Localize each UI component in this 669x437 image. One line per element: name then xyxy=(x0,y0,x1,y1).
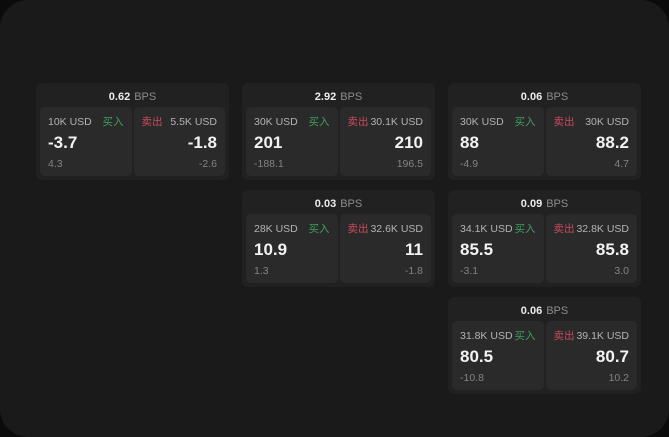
bps-value: 0.03 xyxy=(314,198,337,210)
buy-sell-panels: 31.8K USD 买入 80.5 -10.8 卖出 39.1K USD 80.… xyxy=(452,321,637,390)
quote-card: 0.03 BPS 28K USD 买入 10.9 1.3 卖出 32.6K US… xyxy=(242,190,435,287)
bps-value: 0.06 xyxy=(520,91,543,103)
buy-sub-value: 4.3 xyxy=(48,158,63,170)
sell-sub-value: 4.7 xyxy=(614,158,629,170)
buy-amount: 28K USD xyxy=(254,222,298,235)
buy-label: 买入 xyxy=(308,223,330,235)
sell-label: 卖出 xyxy=(347,223,369,235)
sell-sub-value: -2.6 xyxy=(198,158,217,170)
buy-sub-value: -188.1 xyxy=(254,158,284,170)
card-header: 0.09 BPS xyxy=(452,194,637,214)
sell-panel[interactable]: 卖出 32.6K USD 11 -1.8 xyxy=(339,214,431,283)
card-header: 0.62 BPS xyxy=(40,87,225,107)
bps-value: 0.06 xyxy=(520,305,543,317)
sell-amount: 39.1K USD xyxy=(576,329,629,342)
sell-amount: 32.8K USD xyxy=(576,222,629,235)
sell-amount: 30K USD xyxy=(585,115,629,128)
buy-sell-panels: 34.1K USD 买入 85.5 -3.1 卖出 32.8K USD 85.8… xyxy=(452,214,637,283)
buy-sell-panels: 10K USD 买入 -3.7 4.3 卖出 5.5K USD -1.8 -2.… xyxy=(40,107,225,176)
sell-label: 卖出 xyxy=(553,116,575,128)
buy-price: 80.5 xyxy=(460,347,494,367)
buy-panel[interactable]: 30K USD 买入 88 -4.9 xyxy=(452,107,544,176)
sell-amount: 30.1K USD xyxy=(370,115,423,128)
bps-value: 0.09 xyxy=(520,198,543,210)
sell-price: 210 xyxy=(394,133,423,153)
sell-panel[interactable]: 卖出 39.1K USD 80.7 10.2 xyxy=(545,321,637,390)
buy-sub-value: -10.8 xyxy=(460,372,484,384)
sell-sub-value: 196.5 xyxy=(396,158,423,170)
sell-price: 80.7 xyxy=(595,347,629,367)
bps-unit-label: BPS xyxy=(340,91,363,103)
bps-value: 0.62 xyxy=(108,91,131,103)
bps-unit-label: BPS xyxy=(546,198,569,210)
card-header: 0.06 BPS xyxy=(452,301,637,321)
buy-sub-value: -3.1 xyxy=(460,265,479,277)
buy-amount: 30K USD xyxy=(254,115,298,128)
buy-label: 买入 xyxy=(308,116,330,128)
buy-amount: 10K USD xyxy=(48,115,92,128)
quote-card: 0.06 BPS 31.8K USD 买入 80.5 -10.8 卖出 39.1… xyxy=(448,297,641,394)
sell-label: 卖出 xyxy=(553,223,575,235)
sell-sub-value: 3.0 xyxy=(614,265,629,277)
buy-panel[interactable]: 10K USD 买入 -3.7 4.3 xyxy=(40,107,132,176)
sell-sub-value: -1.8 xyxy=(404,265,423,277)
sell-label: 卖出 xyxy=(141,116,163,128)
bps-unit-label: BPS xyxy=(340,198,363,210)
card-header: 0.06 BPS xyxy=(452,87,637,107)
sell-panel[interactable]: 卖出 5.5K USD -1.8 -2.6 xyxy=(133,107,225,176)
buy-price: 88 xyxy=(460,133,479,153)
buy-sell-panels: 30K USD 买入 88 -4.9 卖出 30K USD 88.2 4.7 xyxy=(452,107,637,176)
sell-amount: 32.6K USD xyxy=(370,222,423,235)
buy-amount: 34.1K USD xyxy=(460,222,513,235)
sell-label: 卖出 xyxy=(553,330,575,342)
quote-grid: 0.62 BPS 10K USD 买入 -3.7 4.3 卖出 5.5K USD xyxy=(36,83,641,394)
quote-card: 0.62 BPS 10K USD 买入 -3.7 4.3 卖出 5.5K USD xyxy=(36,83,229,180)
buy-amount: 31.8K USD xyxy=(460,329,513,342)
bps-unit-label: BPS xyxy=(546,305,569,317)
sell-panel[interactable]: 卖出 32.8K USD 85.8 3.0 xyxy=(545,214,637,283)
buy-label: 买入 xyxy=(514,223,536,235)
quote-card: 0.09 BPS 34.1K USD 买入 85.5 -3.1 卖出 32.8K… xyxy=(448,190,641,287)
sell-price: 85.8 xyxy=(595,240,629,260)
sell-amount: 5.5K USD xyxy=(170,115,217,128)
buy-panel[interactable]: 28K USD 买入 10.9 1.3 xyxy=(246,214,338,283)
sell-panel[interactable]: 卖出 30.1K USD 210 196.5 xyxy=(339,107,431,176)
sell-price: -1.8 xyxy=(187,133,217,153)
quote-card: 2.92 BPS 30K USD 买入 201 -188.1 卖出 30.1K … xyxy=(242,83,435,180)
sell-price: 88.2 xyxy=(595,133,629,153)
buy-label: 买入 xyxy=(102,116,124,128)
sell-price: 11 xyxy=(405,240,423,260)
buy-sub-value: 1.3 xyxy=(254,265,269,277)
quote-card: 0.06 BPS 30K USD 买入 88 -4.9 卖出 30K USD xyxy=(448,83,641,180)
buy-price: -3.7 xyxy=(48,133,78,153)
buy-label: 买入 xyxy=(514,330,536,342)
buy-price: 201 xyxy=(254,133,283,153)
bps-unit-label: BPS xyxy=(546,91,569,103)
sell-panel[interactable]: 卖出 30K USD 88.2 4.7 xyxy=(545,107,637,176)
buy-sub-value: -4.9 xyxy=(460,158,479,170)
card-header: 2.92 BPS xyxy=(246,87,431,107)
bps-unit-label: BPS xyxy=(134,91,157,103)
buy-panel[interactable]: 31.8K USD 买入 80.5 -10.8 xyxy=(452,321,544,390)
card-header: 0.03 BPS xyxy=(246,194,431,214)
sell-sub-value: 10.2 xyxy=(608,372,629,384)
bps-value: 2.92 xyxy=(314,91,337,103)
buy-price: 85.5 xyxy=(460,240,494,260)
buy-panel[interactable]: 30K USD 买入 201 -188.1 xyxy=(246,107,338,176)
buy-label: 买入 xyxy=(514,116,536,128)
buy-amount: 30K USD xyxy=(460,115,504,128)
sell-label: 卖出 xyxy=(347,116,369,128)
buy-panel[interactable]: 34.1K USD 买入 85.5 -3.1 xyxy=(452,214,544,283)
buy-sell-panels: 28K USD 买入 10.9 1.3 卖出 32.6K USD 11 -1.8 xyxy=(246,214,431,283)
buy-sell-panels: 30K USD 买入 201 -188.1 卖出 30.1K USD 210 1… xyxy=(246,107,431,176)
buy-price: 10.9 xyxy=(254,240,288,260)
